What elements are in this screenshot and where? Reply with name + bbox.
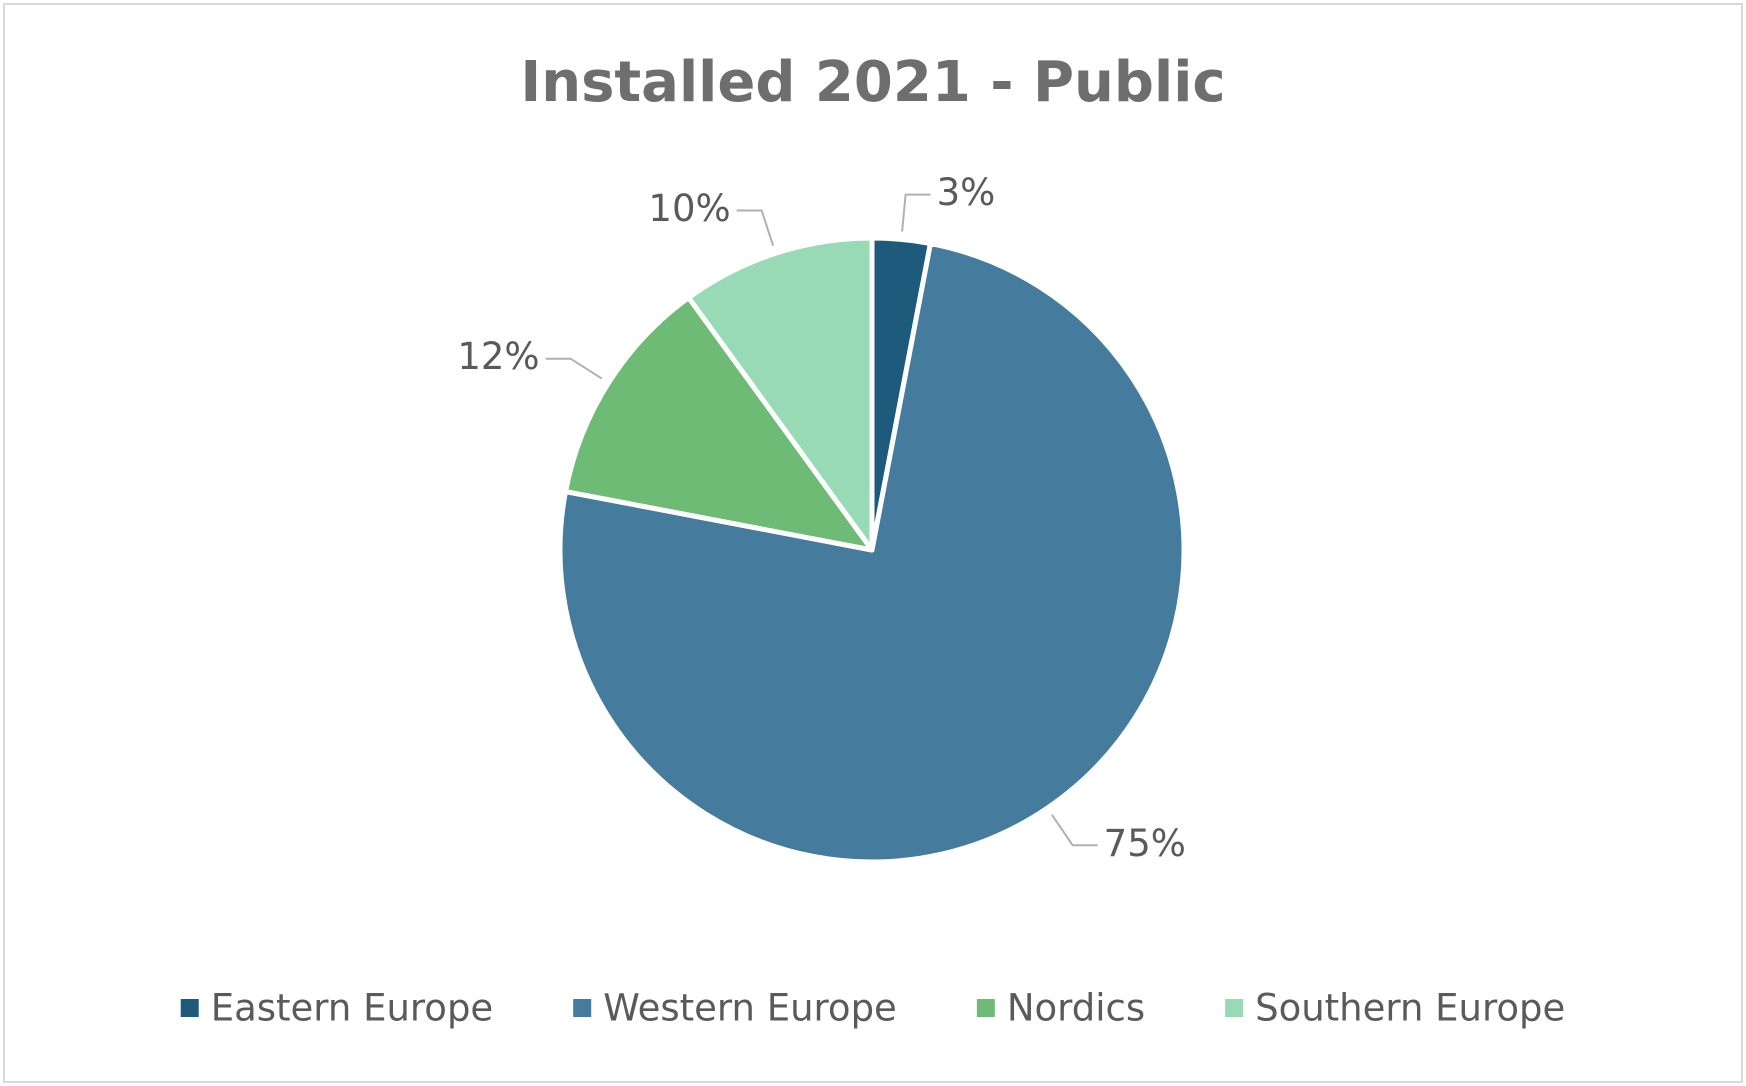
pie-slice [557,241,1187,865]
data-label: 12% [457,335,539,378]
pie-slice [563,295,875,553]
legend-label: Western Europe [603,987,897,1030]
leader-line [1051,814,1098,847]
legend-swatch [1225,999,1244,1017]
data-label: 10% [648,187,730,230]
leader-line [901,193,931,232]
pie-slice [686,235,875,553]
leader-line [545,357,603,380]
chart-title: Installed 2021 - Public [520,50,1225,115]
legend-label: Nordics [1007,987,1145,1030]
leader-line [736,209,775,246]
legend-swatch [573,999,592,1017]
data-label: 75% [1104,822,1186,865]
legend-swatch [180,999,199,1017]
legend-swatch [976,999,995,1017]
data-label: 3% [937,171,996,214]
legend-label: Southern Europe [1255,987,1565,1030]
legend-label: Eastern Europe [211,987,494,1030]
